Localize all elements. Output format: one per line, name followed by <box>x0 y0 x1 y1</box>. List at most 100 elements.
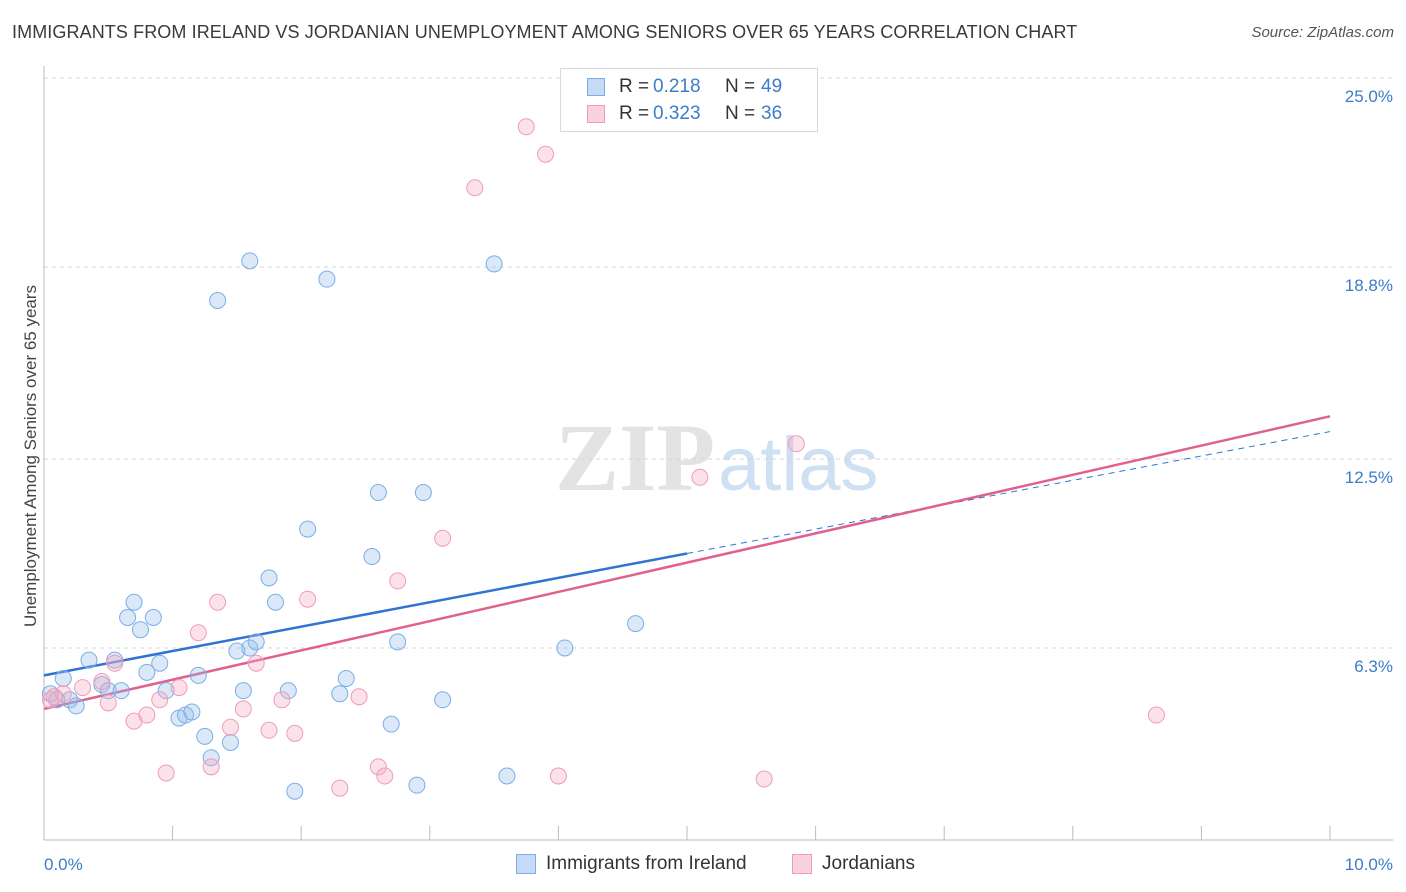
ireland-point <box>498 767 516 785</box>
legend-item-ireland[interactable]: Immigrants from Ireland <box>516 852 747 876</box>
jordanians-swatch <box>587 105 605 123</box>
legend-label-jordanians: Jordanians <box>822 853 915 874</box>
jordanians-point <box>273 691 291 709</box>
y-tick-label: 12.5% <box>1345 468 1393 487</box>
ireland-point <box>209 292 227 310</box>
jordanians-legend-swatch <box>792 854 812 874</box>
ireland-point <box>234 682 252 700</box>
ireland-point <box>183 703 201 721</box>
jordanians-point <box>170 679 188 697</box>
ireland-point <box>485 255 503 273</box>
watermark-zip: ZIP <box>555 404 715 511</box>
n-value: 36 <box>761 103 783 124</box>
x-tick-label: 10.0% <box>1345 855 1393 874</box>
jordanians-point <box>350 688 368 706</box>
ireland-point <box>369 484 387 502</box>
jordanians-point <box>286 724 304 742</box>
ireland-point <box>299 520 317 538</box>
ireland-point <box>80 651 98 669</box>
ireland-point <box>286 782 304 800</box>
jordanians-point <box>466 179 484 197</box>
ireland-point <box>119 608 137 626</box>
y-tick-label: 6.3% <box>1354 657 1393 676</box>
jordanians-point <box>247 654 265 672</box>
legend-item-jordanians[interactable]: Jordanians <box>792 852 915 876</box>
jordanians-point <box>221 718 239 736</box>
jordanians-point <box>549 767 567 785</box>
jordanians-point <box>517 118 535 136</box>
jordanians-point <box>209 593 227 611</box>
jordanians-point <box>106 654 124 672</box>
ireland-point <box>54 669 72 687</box>
jordanians-point <box>234 700 252 718</box>
jordanians-point <box>74 679 92 697</box>
jordanians-point <box>1147 706 1165 724</box>
ireland-point <box>157 682 175 700</box>
ireland-point <box>389 633 407 651</box>
ireland-point <box>408 776 426 794</box>
n-label: N = <box>725 76 756 97</box>
ireland-point <box>202 749 220 767</box>
stats-legend: R = 0.218 N = 49 R = 0.323 N = 36 <box>560 68 818 132</box>
ireland-point <box>221 733 239 751</box>
ireland-point <box>189 666 207 684</box>
ireland-point <box>247 633 265 651</box>
y-tick-label: 18.8% <box>1345 276 1393 295</box>
ireland-point <box>266 593 284 611</box>
jordanians-point <box>202 758 220 776</box>
r-value: 0.323 <box>653 103 701 124</box>
ireland-point <box>138 663 156 681</box>
ireland-point <box>112 682 130 700</box>
ireland-point <box>125 593 143 611</box>
stats-legend-row-jordanians: R = 0.323 N = 36 <box>587 102 782 126</box>
jordanians-point <box>45 688 63 706</box>
n-value: 49 <box>761 76 783 97</box>
r-label: R = <box>619 103 650 124</box>
jordanians-point <box>389 572 407 590</box>
ireland-swatch <box>587 78 605 96</box>
stats-legend-row-ireland: R = 0.218 N = 49 <box>587 75 782 99</box>
r-value: 0.218 <box>653 76 701 97</box>
ireland-point <box>131 621 149 639</box>
watermark-atlas: atlas <box>718 422 879 507</box>
jordanians-point <box>369 758 387 776</box>
jordanians-point <box>755 770 773 788</box>
ireland-legend-swatch <box>516 854 536 874</box>
jordanians-point <box>54 685 72 703</box>
ireland-point <box>99 682 117 700</box>
jordanians-point <box>299 590 317 608</box>
axes <box>43 66 1393 841</box>
r-label: R = <box>619 76 650 97</box>
jordanians-point <box>331 779 349 797</box>
n-label: N = <box>725 103 756 124</box>
trend-lines <box>43 415 1331 711</box>
jordanians-point <box>376 767 394 785</box>
ireland-point <box>279 682 297 700</box>
watermark: ZIP atlas <box>555 404 879 511</box>
data-points <box>41 118 1165 800</box>
jordanians-point <box>93 673 111 691</box>
jordanians-point <box>787 435 805 453</box>
jordanians-point <box>691 468 709 486</box>
jordanians-point <box>189 624 207 642</box>
ireland-point <box>414 484 432 502</box>
ireland-point <box>627 615 645 633</box>
ireland-point <box>337 669 355 687</box>
ireland-point <box>241 252 259 270</box>
legend-label-ireland: Immigrants from Ireland <box>546 853 747 874</box>
ireland-point <box>151 654 169 672</box>
jordanians-trend-line <box>43 415 1331 711</box>
x-tick-label: 0.0% <box>44 855 83 874</box>
ireland-point <box>556 639 574 657</box>
jordanians-point <box>260 721 278 739</box>
ireland-point <box>382 715 400 733</box>
ireland-point <box>144 608 162 626</box>
axis-labels: 6.3% 12.5% 18.8% 25.0% 0.0% 10.0% Unemployment… <box>21 87 1393 874</box>
ireland-point <box>318 270 336 288</box>
jordanians-point <box>138 706 156 724</box>
jordanians-point <box>99 694 117 712</box>
ireland-point <box>331 685 349 703</box>
ireland-trend-line <box>43 552 688 677</box>
jordanians-point <box>537 145 555 163</box>
